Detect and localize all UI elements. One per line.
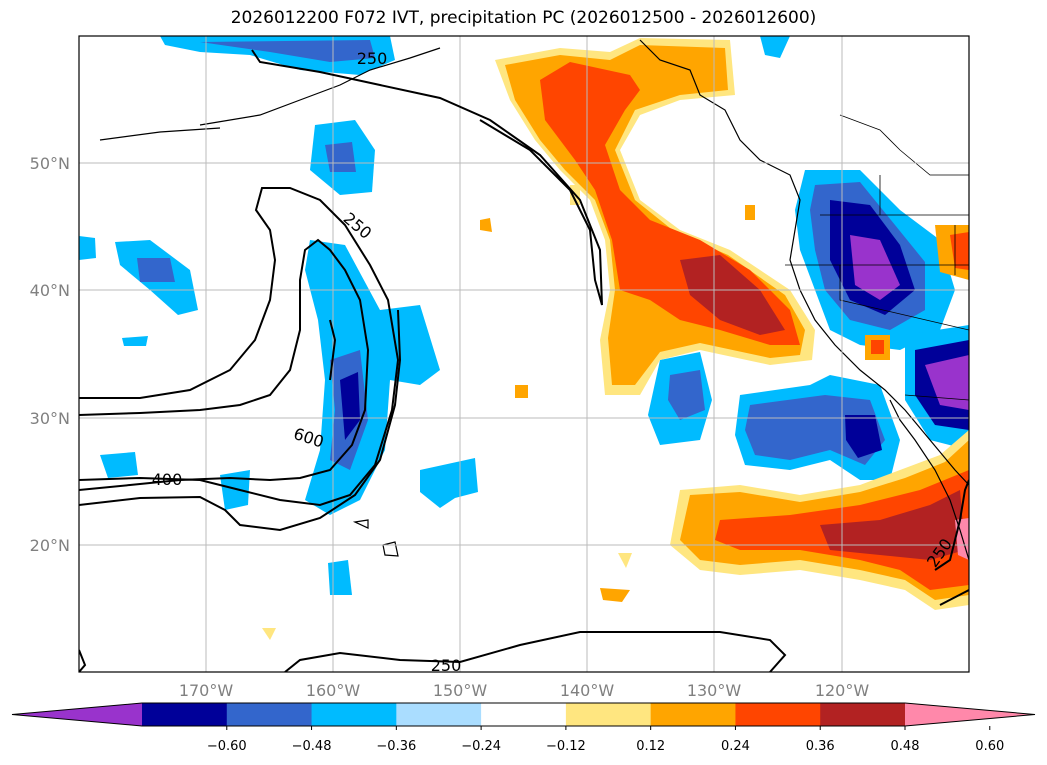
- colorbar-tick-label: −0.24: [461, 739, 501, 754]
- ivt-contour-600: [79, 238, 370, 491]
- colorbar-tick-label: 0.24: [721, 739, 750, 754]
- colorbar-extend-low: [12, 703, 142, 726]
- latitude-axis-labels: 50°N 40°N 30°N 20°N: [30, 154, 70, 555]
- ivt-contours: [79, 49, 969, 672]
- colorbar-outline: [11, 702, 1036, 727]
- map-frame: [78, 35, 970, 673]
- political-boundaries: [785, 114, 969, 401]
- lon-label-130w: 130°W: [687, 681, 742, 700]
- lon-label-160w: 160°W: [306, 681, 361, 700]
- colorbar-bin: [481, 703, 567, 726]
- ivt-contour-250-outer: [251, 49, 603, 306]
- colorbar-tick-label: −0.60: [207, 739, 247, 754]
- lat-label-50n: 50°N: [30, 154, 70, 173]
- lat-label-40n: 40°N: [30, 281, 70, 300]
- lon-label-140w: 140°W: [560, 681, 615, 700]
- lat-label-30n: 30°N: [30, 409, 70, 428]
- colorbar-tick-label: −0.12: [546, 739, 586, 754]
- colorbar-bin: [735, 703, 821, 726]
- contour-label-250-south: 250: [431, 656, 462, 675]
- colorbar: −0.60 −0.48 −0.36 −0.24 −0.12 0.12 0.24 0.36 0.4…: [11, 702, 1036, 754]
- contour-label-250-north: 250: [357, 49, 388, 68]
- colorbar-extend-high: [905, 703, 1035, 726]
- colorbar-bin: [142, 703, 228, 726]
- contour-label-400: 400: [152, 470, 183, 489]
- colorbar-bin: [565, 703, 652, 726]
- coastlines: [99, 39, 969, 561]
- ivt-contour-400: [79, 309, 402, 532]
- lon-label-170w: 170°W: [179, 681, 234, 700]
- colorbar-tick-label: 0.36: [806, 739, 835, 754]
- colorbar-bin: [396, 703, 482, 726]
- lon-label-150w: 150°W: [433, 681, 488, 700]
- longitude-axis-labels: 170°W 160°W 150°W 140°W 130°W 120°W: [179, 681, 870, 700]
- ivt-contour-250-east: [934, 479, 969, 571]
- lat-label-20n: 20°N: [30, 536, 70, 555]
- negative-precip-regions: [79, 36, 969, 595]
- colorbar-tick-label: 0.12: [636, 739, 665, 754]
- colorbar-tick-label: 0.48: [891, 739, 920, 754]
- map-title: 2026012200 F072 IVT, precipitation PC (2…: [230, 8, 817, 28]
- colorbar-bin: [311, 703, 397, 726]
- map-area: [79, 36, 969, 672]
- ivt-contour-250-south: [284, 631, 787, 672]
- gridlines: [79, 36, 969, 672]
- colorbar-bin: [820, 703, 906, 726]
- colorbar-tick-label: −0.48: [292, 739, 332, 754]
- colorbar-bin: [650, 703, 736, 726]
- colorbar-tick-label: 0.60: [975, 739, 1004, 754]
- colorbar-bin: [226, 703, 313, 726]
- colorbar-tick-label: −0.36: [376, 739, 416, 754]
- lon-label-120w: 120°W: [815, 681, 870, 700]
- ivt-contour-250-arc: [79, 187, 400, 507]
